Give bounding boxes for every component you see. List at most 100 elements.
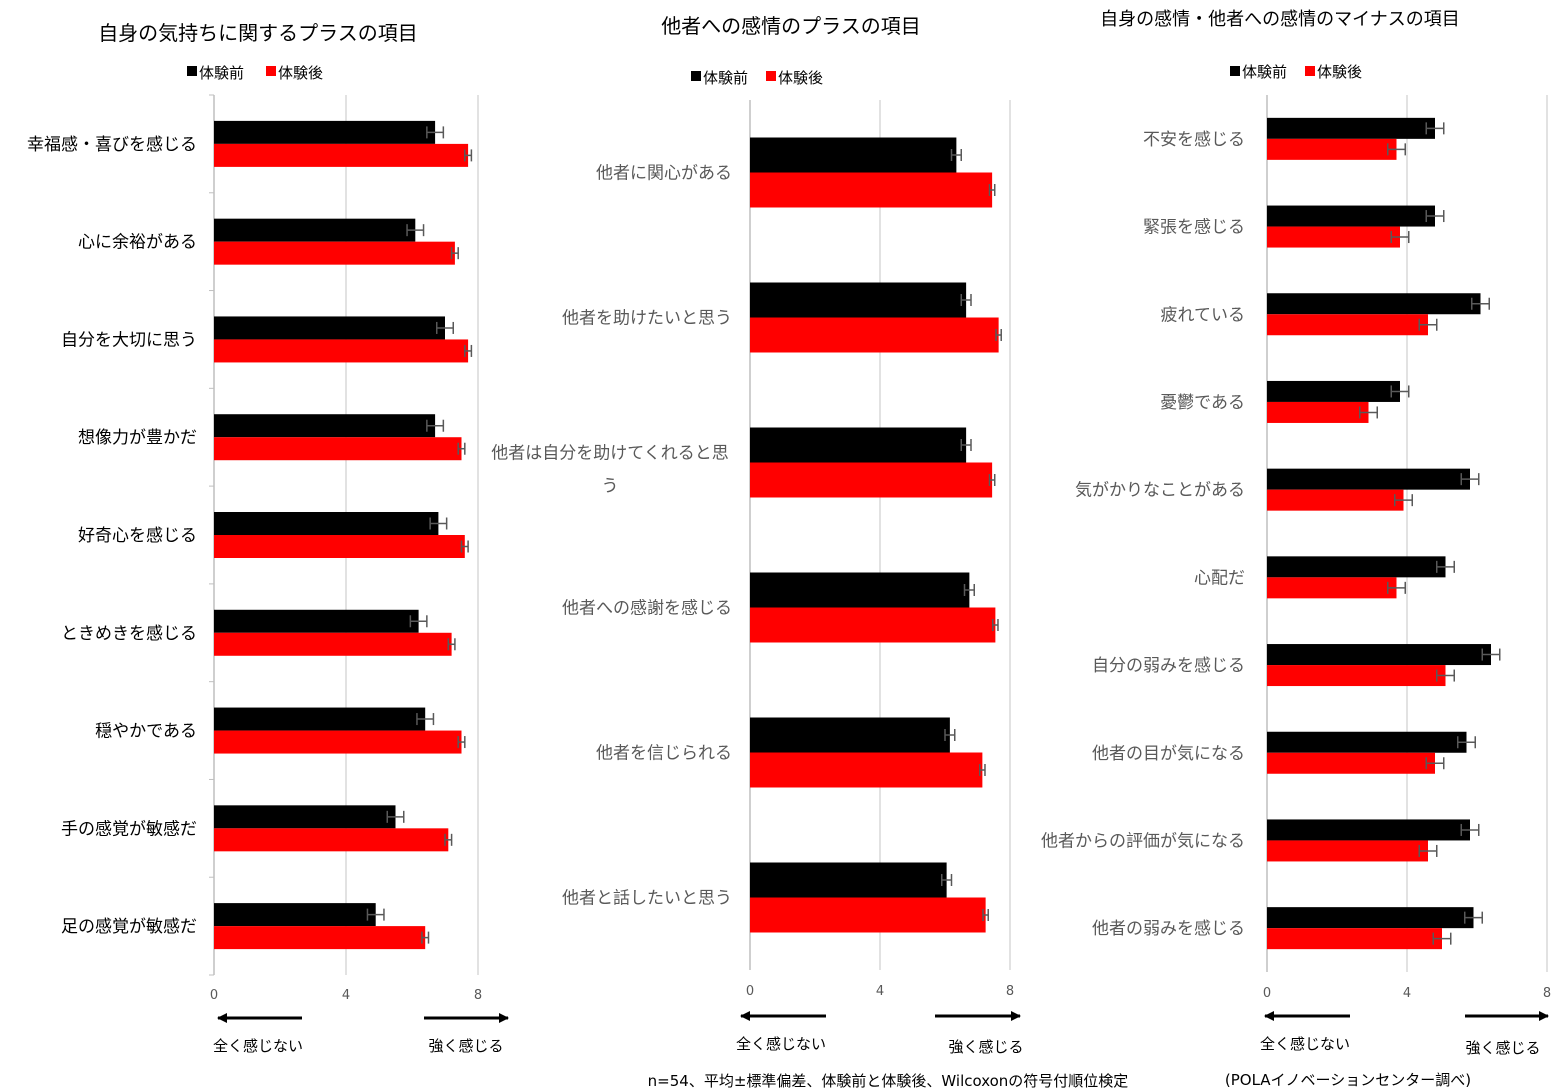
category-label: 他者を助けたいと思う bbox=[562, 309, 732, 329]
error-bar bbox=[944, 729, 956, 741]
bar-after bbox=[214, 632, 452, 656]
legend-after-swatch bbox=[766, 71, 776, 81]
error-bar bbox=[426, 419, 445, 432]
error-bar bbox=[982, 909, 989, 921]
legend-after-swatch bbox=[1305, 66, 1315, 76]
x-tick-label: 4 bbox=[342, 988, 350, 1003]
error-bar bbox=[447, 638, 456, 651]
error-bar bbox=[1436, 560, 1455, 573]
legend-after-label: 体験後 bbox=[278, 64, 323, 82]
legend-after-label: 体験後 bbox=[1317, 63, 1362, 81]
category-label: 他者への感謝を感じる bbox=[562, 599, 732, 619]
bar-before bbox=[214, 414, 436, 438]
chart3-direction-arrows: 全く感じない 強く感じる bbox=[1260, 1011, 1549, 1057]
bar-before bbox=[1267, 644, 1491, 666]
chart2-plot: 0 4 8 他者に関心がある他者を助けたいと思う他者は自分を助けてくれると思う他者への… bbox=[491, 100, 1014, 999]
category-label: 不安を感じる bbox=[1143, 130, 1245, 150]
bar-after bbox=[214, 241, 455, 265]
bar-before bbox=[1267, 380, 1400, 402]
category-label: 他者に関心がある bbox=[596, 164, 732, 184]
error-bar bbox=[960, 439, 972, 451]
error-bar bbox=[1481, 648, 1501, 661]
bar-before bbox=[214, 512, 439, 535]
category-label: 他者の弱みを感じる bbox=[1092, 919, 1245, 939]
error-bar bbox=[988, 184, 996, 196]
legend-before-label: 体験前 bbox=[703, 69, 748, 87]
bar-before bbox=[1267, 205, 1435, 227]
bar-after bbox=[1267, 752, 1435, 774]
bar-before bbox=[214, 707, 426, 731]
category-label: 他者からの評価が気になる bbox=[1041, 831, 1245, 851]
bar-after bbox=[214, 437, 462, 461]
bar-after bbox=[750, 607, 996, 643]
category-label: 他者と話したいと思う bbox=[562, 889, 732, 909]
error-bar bbox=[464, 149, 473, 162]
category-label: 手の感覚が敏感だ bbox=[61, 819, 197, 839]
bar-after bbox=[750, 317, 999, 353]
direction-left-label: 全く感じない bbox=[736, 1035, 826, 1053]
error-bar bbox=[1390, 385, 1410, 398]
error-bar bbox=[1418, 318, 1438, 331]
bar-before bbox=[214, 903, 376, 927]
category-label: 他者の目が気になる bbox=[1092, 744, 1245, 764]
bar-after bbox=[1267, 226, 1400, 248]
bar-after bbox=[214, 535, 465, 558]
bar-after bbox=[750, 172, 993, 208]
bar-before bbox=[214, 805, 396, 829]
x-tick-label: 8 bbox=[1543, 986, 1551, 1001]
category-label: 足の感覚が敏感だ bbox=[61, 917, 197, 937]
bar-after bbox=[750, 897, 986, 933]
chart3-plot: 0 4 8 不安を感じる緊張を感じる疲れている憂鬱である気がかりなことがある心配だ自分… bbox=[1041, 95, 1551, 1001]
error-bar bbox=[1432, 932, 1452, 945]
bar-after bbox=[214, 339, 469, 363]
error-bar bbox=[1471, 297, 1490, 310]
error-bar bbox=[1418, 844, 1438, 857]
error-bar bbox=[429, 517, 448, 530]
bar-after bbox=[214, 730, 462, 754]
category-label: ときめきを感じる bbox=[61, 624, 197, 644]
category-label: 好奇心を感じる bbox=[78, 526, 197, 546]
error-bar bbox=[416, 713, 435, 726]
category-label: 自分の弱みを感じる bbox=[1092, 656, 1245, 676]
bar-before bbox=[214, 218, 416, 242]
error-bar bbox=[1457, 736, 1476, 749]
error-bar bbox=[1359, 406, 1378, 419]
error-bar bbox=[988, 474, 996, 486]
error-bar bbox=[460, 540, 469, 553]
error-bar bbox=[992, 619, 999, 631]
legend-before-swatch bbox=[187, 66, 197, 76]
error-bar bbox=[963, 584, 975, 596]
bar-before bbox=[214, 609, 419, 633]
bar-after bbox=[1267, 489, 1404, 511]
bar-before bbox=[750, 862, 947, 898]
error-bar bbox=[386, 810, 405, 823]
error-bar bbox=[979, 764, 986, 776]
error-bar bbox=[464, 344, 473, 357]
bar-before bbox=[750, 427, 967, 463]
error-bar bbox=[1436, 669, 1455, 682]
error-bar bbox=[1394, 494, 1413, 507]
error-bar bbox=[406, 224, 425, 237]
category-label: 緊張を感じる bbox=[1143, 218, 1245, 238]
legend-before-label: 体験前 bbox=[1242, 63, 1287, 81]
chart1-plot: 0 4 8 幸福感・喜びを感じる心に余裕がある自分を大切に思う想像力が豊かだ好奇心を感… bbox=[27, 94, 482, 1003]
category-label: 他者は自分を助けてくれると思う bbox=[491, 444, 729, 497]
x-tick-label: 0 bbox=[1263, 986, 1271, 1001]
category-label: 憂鬱である bbox=[1160, 393, 1245, 413]
error-bar bbox=[1390, 231, 1410, 244]
bar-before bbox=[750, 137, 957, 173]
bar-before bbox=[1267, 907, 1474, 929]
error-bar bbox=[436, 321, 454, 334]
bar-before bbox=[1267, 819, 1470, 841]
footnote-method: n=54、平均±標準偏差、体験前と体験後、Wilcoxonの符号付順位検定 bbox=[648, 1072, 1129, 1090]
category-label: 他者を信じられる bbox=[596, 744, 732, 764]
category-label: 気がかりなことがある bbox=[1075, 481, 1245, 501]
category-label: 心に余裕がある bbox=[78, 233, 197, 253]
legend-before-swatch bbox=[691, 71, 701, 81]
bar-after bbox=[1267, 577, 1397, 599]
x-tick-label: 0 bbox=[210, 988, 218, 1003]
error-bar bbox=[426, 126, 445, 139]
direction-right-label: 強く感じる bbox=[948, 1038, 1023, 1056]
legend-after-label: 体験後 bbox=[778, 69, 823, 87]
